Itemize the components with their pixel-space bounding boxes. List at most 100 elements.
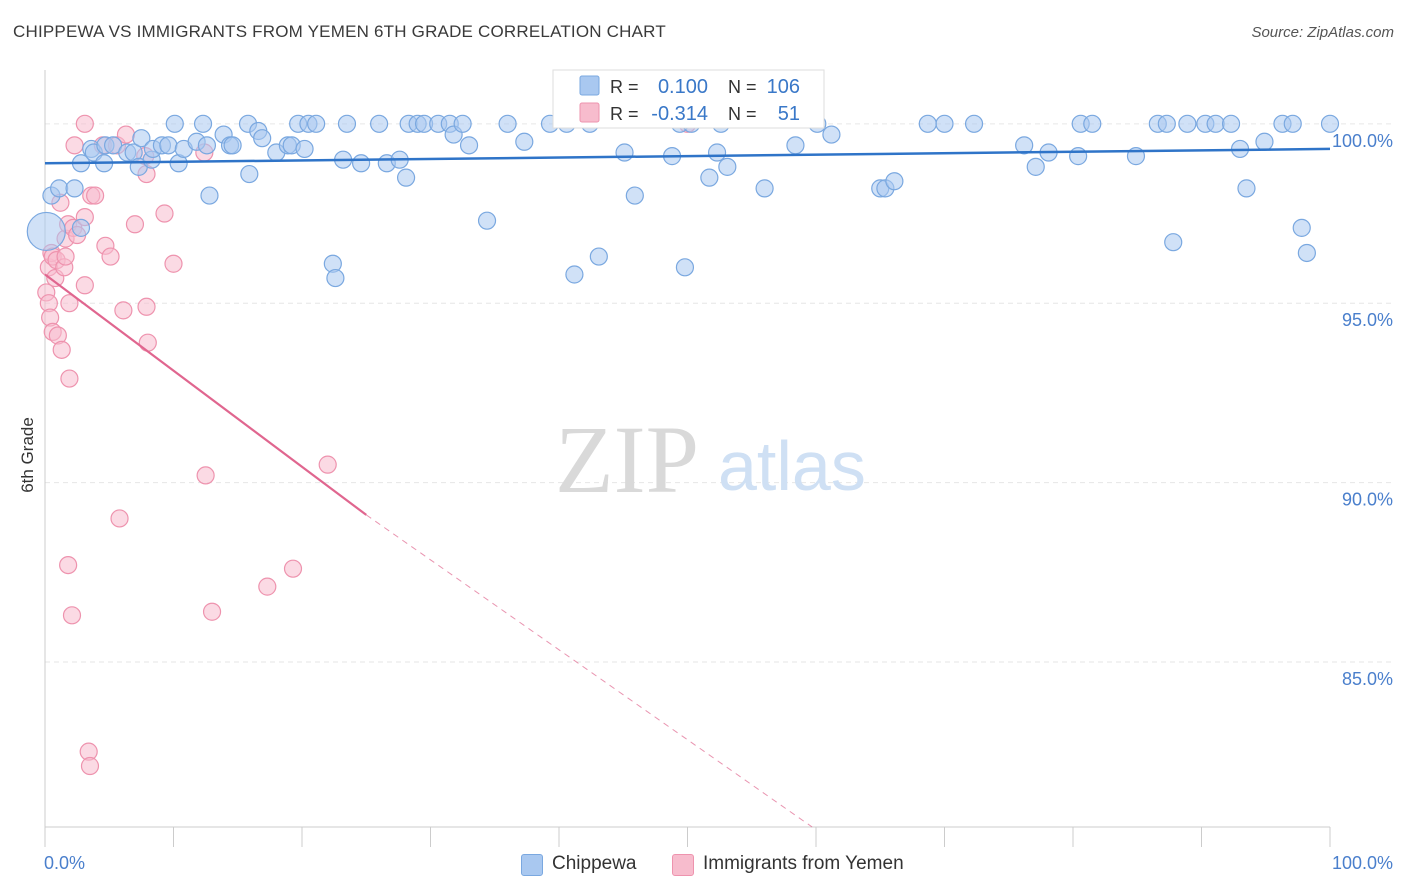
chippewa-point-85 — [1015, 136, 1034, 155]
chippewa-point-24 — [197, 136, 217, 155]
chippewa-point-23 — [193, 114, 213, 133]
chippewa-point-56 — [459, 136, 479, 155]
chippewa-point-81 — [885, 172, 904, 191]
chippewa-point-39 — [307, 114, 326, 133]
chippewa-point-71 — [700, 168, 719, 187]
yemen-point-16 — [59, 555, 78, 575]
chippewa-point-0 — [26, 211, 66, 252]
chippewa-point-59 — [515, 132, 534, 151]
chippewa-point-62 — [565, 265, 584, 284]
watermark: ZIP atlas — [555, 406, 866, 513]
chippewa-point-57 — [477, 211, 497, 230]
chippewa-point-98 — [1221, 114, 1241, 133]
chippewa-point-69 — [675, 258, 695, 277]
legend-r-label-1: R = — [610, 77, 639, 97]
x-tick-label-max: 100.0% — [1332, 853, 1393, 873]
chippewa-point-82 — [918, 114, 937, 133]
legend-swatch-yemen — [672, 854, 694, 876]
yemen-point-40 — [137, 297, 156, 316]
chippewa-point-93 — [1157, 114, 1176, 133]
chippewa-point-105 — [1297, 243, 1316, 263]
chippewa-point-66 — [625, 186, 644, 205]
yemen-point-18 — [60, 294, 79, 313]
yemen-point-45 — [196, 466, 215, 485]
chippewa-point-83 — [935, 114, 954, 133]
chippewa-point-10 — [104, 136, 123, 155]
legend-r-label-2: R = — [610, 104, 639, 124]
yemen-point-21 — [65, 136, 84, 155]
chippewa-point-25 — [200, 186, 219, 205]
chippewa-point-74 — [718, 157, 737, 176]
chippewa-point-18 — [159, 136, 178, 155]
chippewa-point-72 — [707, 143, 727, 162]
watermark-zip: ZIP — [555, 406, 699, 513]
legend-n-value-1: 106 — [767, 76, 800, 98]
y-tick-labels: 100.0% 95.0% 90.0% 85.0% — [1332, 131, 1393, 689]
chippewa-point-4 — [71, 218, 91, 237]
yemen-point-19 — [62, 606, 82, 625]
chippewa-point-28 — [223, 136, 242, 155]
yemen-point-41 — [138, 333, 157, 352]
chippewa-point-45 — [370, 114, 389, 133]
yemen-point-32 — [101, 247, 120, 266]
y-tick-label-0: 100.0% — [1332, 131, 1393, 151]
yemen-point-11 — [52, 340, 71, 359]
chippewa-point-97 — [1206, 114, 1225, 133]
y-axis-label: 6th Grade — [18, 417, 37, 493]
chippewa-point-104 — [1292, 218, 1311, 237]
chippewa-point-14 — [132, 129, 151, 148]
chippewa-point-76 — [786, 136, 805, 155]
legend-swatch-pink — [579, 102, 600, 123]
chippewa-point-30 — [240, 164, 259, 184]
x-tick-labels: 0.0% 100.0% — [44, 853, 1393, 873]
yemen-point-17 — [60, 369, 79, 388]
chippewa-point-37 — [295, 139, 314, 159]
legend-r-value-1: 0.100 — [658, 76, 708, 98]
trend-line-yemen — [44, 273, 367, 516]
chippewa-point-64 — [589, 247, 608, 266]
legend-n-label-2: N = — [728, 104, 757, 124]
source-label: Source: ZipAtlas.com — [1251, 24, 1394, 41]
trend-line-yemen-extension — [365, 514, 813, 828]
legend-n-value-2: 51 — [778, 103, 800, 125]
chippewa-point-2 — [50, 179, 69, 198]
yemen-point-43 — [164, 254, 183, 273]
legend-label-yemen: Immigrants from Yemen — [703, 853, 904, 874]
chippewa-point-58 — [498, 114, 517, 133]
watermark-atlas: atlas — [718, 427, 866, 505]
yemen-point-13 — [56, 247, 75, 266]
y-tick-label-2: 90.0% — [1342, 490, 1393, 510]
yemen-point-48 — [283, 559, 303, 578]
y-tick-label-3: 85.0% — [1342, 669, 1393, 689]
gridlines — [45, 123, 1393, 663]
yemen-point-49 — [318, 455, 337, 474]
chippewa-point-48 — [396, 168, 416, 187]
chippewa-point-100 — [1237, 179, 1256, 198]
chippewa-point-75 — [755, 179, 774, 198]
trend-line-chippewa — [44, 147, 1331, 165]
chippewa-point-90 — [1083, 114, 1102, 133]
chippewa-point-86 — [1026, 157, 1045, 176]
legend-swatch-blue — [579, 75, 600, 96]
y-tick-label-1: 95.0% — [1342, 310, 1393, 330]
chippewa-point-101 — [1255, 132, 1274, 151]
chippewa-point-3 — [65, 179, 84, 198]
chippewa-point-32 — [253, 129, 272, 148]
chippewa-point-95 — [1178, 114, 1197, 133]
bottom-legend: Chippewa Immigrants from Yemen — [0, 850, 1406, 880]
yemen-point-34 — [110, 509, 129, 528]
yemen-point-27 — [80, 756, 100, 776]
chippewa-point-44 — [352, 154, 371, 173]
chippewa-point-41 — [326, 268, 345, 288]
yemen-point-35 — [114, 301, 133, 320]
yemen-point-29 — [86, 186, 105, 205]
chippewa-point-84 — [964, 114, 984, 133]
chart-title: CHIPPEWA VS IMMIGRANTS FROM YEMEN 6TH GR… — [13, 22, 666, 41]
yemen-point-46 — [202, 602, 222, 621]
legend-label-chippewa: Chippewa — [552, 853, 637, 874]
trend-lines — [44, 147, 1331, 828]
series-blue-points — [26, 114, 1340, 288]
chippewa-point-78 — [822, 125, 841, 144]
yemen-point-47 — [258, 577, 277, 596]
